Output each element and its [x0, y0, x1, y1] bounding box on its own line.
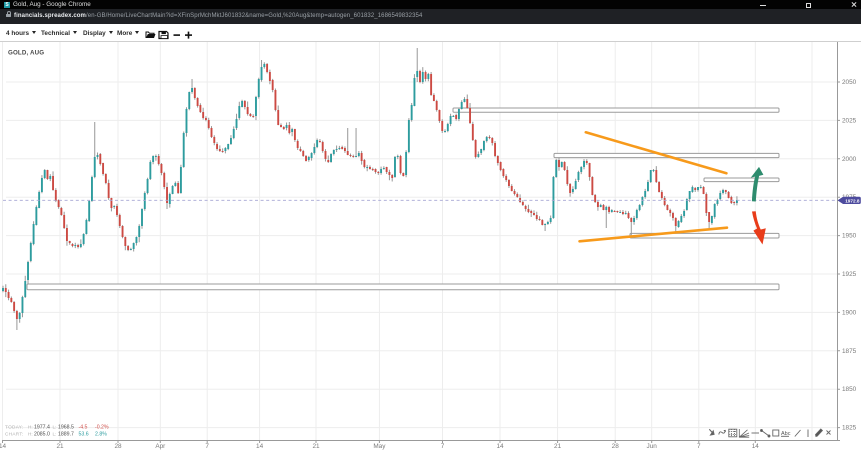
svg-text:L:: L: [53, 425, 57, 430]
svg-text:1850: 1850 [842, 386, 857, 393]
svg-text:21: 21 [554, 443, 562, 450]
svg-text:H:: H: [28, 425, 33, 430]
svg-text:7: 7 [697, 443, 701, 450]
svg-text:21: 21 [56, 443, 64, 450]
svg-text:21: 21 [312, 443, 320, 450]
svg-text:1900: 1900 [842, 309, 857, 316]
svg-text:H:: H: [28, 432, 33, 437]
svg-text:2085.0: 2085.0 [34, 432, 50, 438]
svg-text:2000: 2000 [842, 156, 857, 163]
svg-text:2.8%: 2.8% [95, 432, 107, 438]
svg-text:2025: 2025 [842, 117, 857, 124]
svg-text:1825: 1825 [842, 425, 857, 432]
svg-text:L:: L: [53, 432, 57, 437]
svg-text:1925: 1925 [842, 271, 857, 278]
svg-text:1968.5: 1968.5 [58, 425, 74, 431]
svg-text:1972.8: 1972.8 [845, 198, 860, 203]
svg-text:1977.4: 1977.4 [34, 425, 50, 431]
svg-text:7: 7 [205, 443, 209, 450]
svg-text:7: 7 [441, 443, 445, 450]
svg-text:53.6: 53.6 [79, 432, 89, 438]
svg-text:2050: 2050 [842, 79, 857, 86]
svg-text:May: May [373, 443, 386, 450]
svg-text:14: 14 [0, 443, 6, 450]
svg-text:-4.5: -4.5 [79, 425, 88, 431]
svg-text:14: 14 [256, 443, 264, 450]
svg-text:1950: 1950 [842, 233, 857, 240]
svg-text:1889.7: 1889.7 [58, 432, 74, 438]
svg-text:-0.2%: -0.2% [95, 425, 109, 431]
svg-text:CHART:: CHART: [5, 432, 24, 437]
svg-text:Jun: Jun [647, 443, 658, 450]
svg-text:28: 28 [114, 443, 122, 450]
svg-text:TODAY:: TODAY: [5, 425, 24, 430]
svg-text:GOLD, AUG: GOLD, AUG [8, 50, 44, 57]
svg-text:14: 14 [752, 443, 760, 450]
svg-text:Abc: Abc [781, 431, 791, 437]
svg-text:1875: 1875 [842, 348, 857, 355]
svg-text:Apr: Apr [155, 443, 166, 450]
svg-text:14: 14 [496, 443, 504, 450]
svg-text:28: 28 [612, 443, 620, 450]
